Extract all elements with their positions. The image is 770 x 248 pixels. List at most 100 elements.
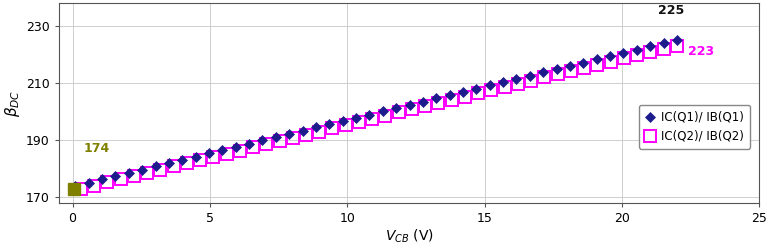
IC(Q1)/ IB(Q1) [138,168,147,171]
IC(Q2)/ IB(Q2) [672,44,681,47]
IC(Q2)/ IB(Q2) [632,54,641,57]
IC(Q1)/ IB(Q1) [592,58,601,61]
IC(Q2)/ IB(Q2) [196,159,205,162]
IC(Q2)/ IB(Q2) [341,124,350,127]
IC(Q2)/ IB(Q2) [619,57,628,60]
IC(Q1)/ IB(Q1) [191,155,200,158]
IC(Q2)/ IB(Q2) [407,108,417,111]
IC(Q1)/ IB(Q1) [271,136,280,139]
IC(Q1)/ IB(Q1) [351,116,360,119]
IC(Q2)/ IB(Q2) [288,136,297,139]
IC(Q2)/ IB(Q2) [514,82,523,85]
IC(Q2)/ IB(Q2) [580,66,589,69]
IC(Q1)/ IB(Q1) [98,178,107,181]
IC(Q1)/ IB(Q1) [218,149,227,152]
IC(Q2)/ IB(Q2) [275,140,284,143]
IC(Q1)/ IB(Q1) [619,51,628,54]
IC(Q2)/ IB(Q2) [381,114,390,117]
IC(Q1)/ IB(Q1) [378,110,387,113]
IC(Q1)/ IB(Q1) [311,126,320,129]
IC(Q2)/ IB(Q2) [367,117,377,120]
IC(Q2)/ IB(Q2) [460,95,470,98]
IC(Q1)/ IB(Q1) [552,68,561,71]
IC(Q2)/ IB(Q2) [328,127,337,130]
IC(Q2)/ IB(Q2) [315,130,324,133]
IC(Q1)/ IB(Q1) [645,45,654,48]
Text: 223: 223 [688,45,714,58]
IC(Q2)/ IB(Q2) [394,111,403,114]
IC(Q1)/ IB(Q1) [538,71,547,74]
IC(Q2)/ IB(Q2) [222,152,231,155]
IC(Q2)/ IB(Q2) [76,187,85,190]
IC(Q1)/ IB(Q1) [565,64,574,67]
IC(Q2)/ IB(Q2) [606,60,615,63]
Line: IC(Q2)/ IB(Q2): IC(Q2)/ IB(Q2) [75,40,682,194]
IC(Q1)/ IB(Q1) [258,139,267,142]
IC(Q1)/ IB(Q1) [84,181,93,184]
IC(Q2)/ IB(Q2) [262,143,271,146]
IC(Q2)/ IB(Q2) [209,155,218,158]
Text: 174: 174 [84,142,110,155]
IC(Q2)/ IB(Q2) [593,63,602,66]
IC(Q1)/ IB(Q1) [178,158,187,161]
IC(Q1)/ IB(Q1) [285,132,294,135]
IC(Q2)/ IB(Q2) [89,184,99,187]
IC(Q2)/ IB(Q2) [354,121,363,124]
Text: 225: 225 [658,4,684,17]
IC(Q1)/ IB(Q1) [151,165,160,168]
IC(Q1)/ IB(Q1) [445,93,454,96]
IC(Q2)/ IB(Q2) [646,51,655,54]
IC(Q2)/ IB(Q2) [566,70,575,73]
IC(Q2)/ IB(Q2) [169,165,178,168]
IC(Q1)/ IB(Q1) [605,55,614,58]
IC(Q2)/ IB(Q2) [116,178,126,181]
IC(Q1)/ IB(Q1) [418,100,427,103]
IC(Q2)/ IB(Q2) [434,101,443,104]
X-axis label: $V_{CB}$ (V): $V_{CB}$ (V) [385,228,434,245]
IC(Q1)/ IB(Q1) [405,103,414,106]
IC(Q2)/ IB(Q2) [182,162,192,165]
IC(Q2)/ IB(Q2) [420,105,430,108]
IC(Q1)/ IB(Q1) [231,146,240,149]
IC(Q2)/ IB(Q2) [447,98,457,101]
IC(Q1)/ IB(Q1) [525,74,534,77]
IC(Q1)/ IB(Q1) [672,38,681,41]
IC(Q2)/ IB(Q2) [527,79,536,82]
IC(Q2)/ IB(Q2) [235,149,244,152]
Legend: IC(Q1)/ IB(Q1), IC(Q2)/ IB(Q2): IC(Q1)/ IB(Q1), IC(Q2)/ IB(Q2) [638,105,750,149]
IC(Q2)/ IB(Q2) [487,89,496,92]
IC(Q2)/ IB(Q2) [540,76,549,79]
IC(Q1)/ IB(Q1) [338,120,347,123]
IC(Q1)/ IB(Q1) [632,48,641,51]
IC(Q2)/ IB(Q2) [474,92,483,95]
IC(Q1)/ IB(Q1) [245,142,254,145]
IC(Q1)/ IB(Q1) [164,162,173,165]
IC(Q1)/ IB(Q1) [579,61,588,64]
IC(Q1)/ IB(Q1) [204,152,213,155]
IC(Q2)/ IB(Q2) [659,47,668,50]
IC(Q1)/ IB(Q1) [298,129,307,132]
IC(Q1)/ IB(Q1) [111,175,120,178]
IC(Q2)/ IB(Q2) [142,171,152,174]
IC(Q1)/ IB(Q1) [365,113,374,116]
IC(Q2)/ IB(Q2) [500,86,509,89]
IC(Q2)/ IB(Q2) [129,175,139,178]
IC(Q1)/ IB(Q1) [472,87,481,90]
IC(Q1)/ IB(Q1) [512,77,521,80]
IC(Q1)/ IB(Q1) [485,84,494,87]
IC(Q2)/ IB(Q2) [553,73,562,76]
IC(Q2)/ IB(Q2) [249,146,258,149]
IC(Q1)/ IB(Q1) [71,184,80,187]
IC(Q2)/ IB(Q2) [102,181,112,184]
IC(Q1)/ IB(Q1) [659,42,668,45]
IC(Q1)/ IB(Q1) [325,123,334,126]
IC(Q1)/ IB(Q1) [391,107,400,110]
IC(Q1)/ IB(Q1) [432,97,441,100]
IC(Q1)/ IB(Q1) [124,171,133,174]
IC(Q1)/ IB(Q1) [498,81,507,84]
IC(Q2)/ IB(Q2) [156,168,165,171]
IC(Q1)/ IB(Q1) [458,90,467,93]
IC(Q2)/ IB(Q2) [301,133,310,136]
Y-axis label: $\beta_{DC}$: $\beta_{DC}$ [3,89,22,117]
Line: IC(Q1)/ IB(Q1): IC(Q1)/ IB(Q1) [72,36,681,189]
